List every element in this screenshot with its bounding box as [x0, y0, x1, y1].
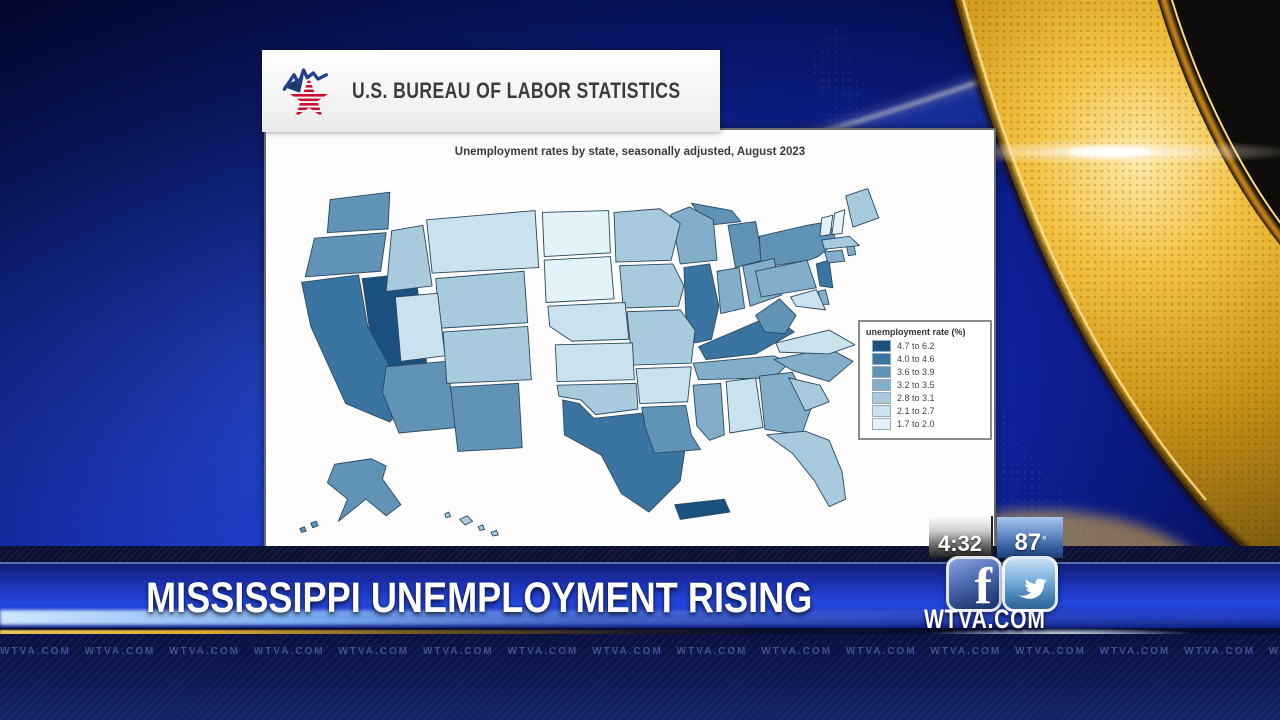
us-choropleth-map: [299, 188, 880, 537]
state-va: [775, 329, 856, 355]
state-sc: [788, 377, 830, 412]
degree-symbol: °: [1042, 535, 1047, 547]
state-or: [304, 232, 387, 278]
bls-star-logo: [282, 68, 331, 118]
state-me: [845, 188, 880, 228]
state-co: [442, 325, 532, 384]
state-nh: [831, 209, 846, 235]
chart-title: Unemployment rates by state, seasonally …: [454, 146, 806, 158]
legend-swatch: [872, 340, 891, 352]
legend-row: 3.6 to 3.9: [872, 366, 984, 378]
state-nd: [541, 210, 611, 258]
temperature-value: 87: [1014, 529, 1042, 556]
legend-label: 3.2 to 3.5: [897, 380, 935, 390]
state-pa: [755, 259, 817, 298]
map-legend: unemployment rate (%) 4.7 to 6.2 4.0 to 4…: [858, 320, 992, 440]
lower-third: MISSISSIPPI UNEMPLOYMENT RISING WTVA.COM…: [0, 546, 1280, 720]
time-badge: 4:32: [929, 516, 993, 558]
state-ks: [554, 342, 635, 383]
banner-highlight-line: [0, 562, 1280, 564]
state-hi: [444, 511, 451, 519]
state-hi: [490, 529, 499, 537]
state-la: [641, 404, 701, 454]
state-ar: [635, 366, 692, 405]
state-fl: [766, 430, 847, 507]
twitter-icon: [1002, 556, 1058, 612]
bls-header-card: U.S. BUREAU OF LABOR STATISTICS: [262, 50, 720, 132]
legend-title: unemployment rate (%): [866, 327, 966, 337]
bg-gold-edge-highlight: [962, 0, 1207, 501]
state-mo: [626, 309, 696, 366]
state-ct: [824, 249, 846, 264]
state-ut: [394, 292, 446, 362]
legend-label: 4.0 to 4.6: [897, 354, 935, 364]
bg-carbon-corner: [1157, 0, 1280, 245]
station-url: WTVA.COM: [924, 604, 1046, 634]
legend-label: 4.7 to 6.2: [897, 341, 935, 351]
bls-org-name: U.S. BUREAU OF LABOR STATISTICS: [352, 78, 681, 103]
state-ne: [547, 302, 630, 342]
state-wi: [670, 206, 718, 265]
legend-row: 3.2 to 3.5: [872, 379, 984, 391]
state-ak: [310, 520, 319, 529]
legend-label: 2.1 to 2.7: [897, 406, 935, 416]
legend-label: 2.8 to 3.1: [897, 393, 935, 403]
headline-banner: MISSISSIPPI UNEMPLOYMENT RISING: [0, 562, 1280, 628]
state-tn: [692, 355, 790, 381]
state-ia: [619, 263, 685, 309]
state-hi: [459, 515, 474, 526]
state-ms: [692, 382, 725, 441]
legend-swatch: [872, 418, 891, 430]
state-ok: [556, 382, 639, 416]
state-in: [716, 267, 746, 314]
legend-swatch: [872, 379, 891, 391]
wtva-watermark-row: WTVA.COM WTVA.COM WTVA.COM WTVA.COM WTVA…: [0, 646, 1280, 657]
legend-label: 1.7 to 2.0: [897, 419, 935, 429]
below-banner-area: WTVA.COM WTVA.COM WTVA.COM WTVA.COM WTVA…: [0, 634, 1280, 720]
state-id: [385, 224, 433, 292]
state-ak: [299, 526, 307, 533]
state-ma: [821, 235, 860, 250]
banner-top-strip: [0, 546, 1280, 562]
headline-text: MISSISSIPPI UNEMPLOYMENT RISING: [146, 574, 813, 622]
state-nm: [450, 382, 523, 452]
legend-swatch: [872, 353, 891, 365]
state-ak: [326, 458, 402, 522]
state-vt: [819, 214, 834, 237]
bg-lens-flare-core: [1068, 146, 1152, 158]
state-md: [790, 289, 826, 311]
state-az: [382, 360, 457, 434]
state-wy: [435, 270, 529, 329]
bls-map-card: Unemployment rates by state, seasonally …: [264, 128, 996, 558]
state-wa: [326, 191, 391, 234]
legend-swatch: [872, 405, 891, 417]
state-mn: [613, 208, 681, 263]
state-mt: [426, 210, 540, 274]
state-mi: [727, 221, 764, 269]
state-sd: [543, 256, 615, 303]
state-wv: [755, 298, 797, 335]
legend-swatch: [872, 366, 891, 378]
legend-swatch: [872, 392, 891, 404]
state-hi: [477, 524, 485, 531]
banner-light-streak: [0, 610, 1280, 625]
state-pr: [674, 498, 731, 520]
legend-row: 2.1 to 2.7: [872, 405, 984, 417]
bg-orange-streak-core: [1170, 0, 1280, 224]
state-al: [725, 377, 764, 434]
legend-row: 4.0 to 4.6: [872, 353, 984, 365]
temperature-badge: 87 °: [997, 517, 1063, 558]
twitter-bird: [1018, 578, 1047, 599]
legend-row: 4.7 to 6.2: [872, 340, 984, 352]
bg-orange-streak: [1160, 0, 1280, 242]
state-nj: [815, 259, 834, 289]
legend-label: 3.6 to 3.9: [897, 367, 935, 377]
clock-time: 4:32: [937, 531, 983, 556]
state-il: [683, 263, 720, 344]
legend-row: 1.7 to 2.0: [872, 418, 984, 430]
legend-row: 2.8 to 3.1: [872, 392, 984, 404]
legend-rows: 4.7 to 6.2 4.0 to 4.6 3.6 to 3.9 3.2 to 3.5…: [866, 340, 984, 430]
facebook-icon: f: [946, 556, 1002, 612]
